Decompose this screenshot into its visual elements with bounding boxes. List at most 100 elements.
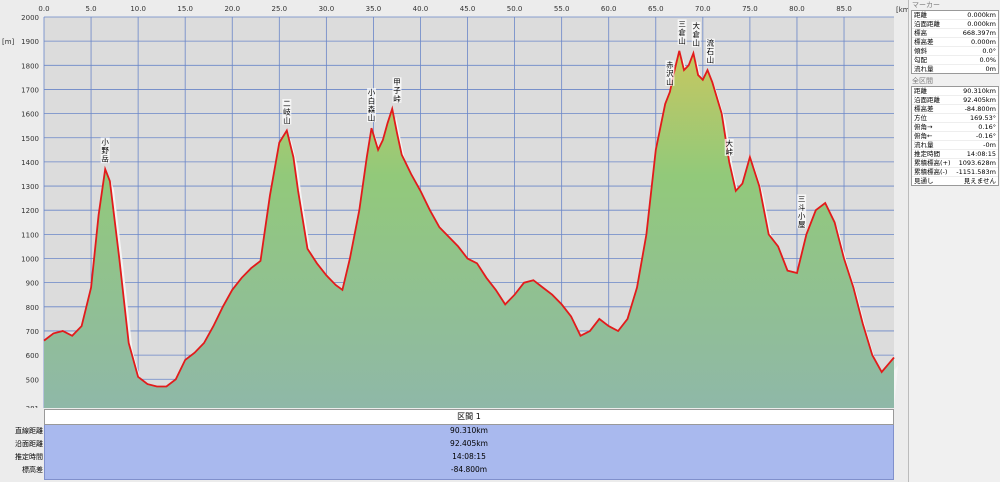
panel-row: 勾配 0.0%	[912, 56, 998, 65]
panel-row-label: 標高	[914, 29, 927, 37]
panel-row-label: 傾斜	[914, 47, 927, 55]
y-tick-label: 1300	[21, 183, 39, 191]
panel-row: 距離 0.000km	[912, 11, 998, 20]
x-tick-label: 70.0	[695, 5, 711, 13]
summary-row: 沿面距離 92.405km	[15, 439, 893, 449]
peak-label: 大倉山	[693, 21, 701, 48]
panel-row-value: 0.000km	[967, 20, 996, 28]
peak-label: 大峠	[725, 138, 733, 157]
section-summary: 区間 1 直線距離 90.310km 沿面距離 92.405km 推定時間 14…	[15, 409, 894, 480]
x-tick-label: 15.0	[177, 5, 193, 13]
panel-row-label: 流れ量	[914, 141, 934, 149]
x-tick-label: 60.0	[601, 5, 617, 13]
panel-row-label: 沿面距離	[914, 96, 940, 104]
panel-row-label: 方位	[914, 114, 927, 122]
section-body: 直線距離 90.310km 沿面距離 92.405km 推定時間 14:08:1…	[15, 425, 894, 480]
panel-row-value: 0.0°	[982, 47, 996, 55]
x-tick-label: 5.0	[85, 5, 96, 13]
summary-row: 直線距離 90.310km	[15, 426, 893, 436]
y-tick-label: 1100	[21, 231, 39, 239]
summary-row: 標高差 -84.800m	[22, 465, 893, 475]
peak-label: 甲子峠	[393, 77, 401, 103]
panel-row: 累積標高(+) 1093.628m	[912, 159, 998, 168]
y-axis-ticks: 2000 1900 1800 1700 1600 1500 1400 1300 1200 1100…	[21, 14, 39, 408]
info-panel: マーカー 距離 0.000km 沿面距離 0.000km 標高 668.397m 標高差 0.…	[908, 0, 1000, 482]
peak-label: 三斗小屋	[798, 194, 806, 229]
y-tick-label: 800	[26, 304, 39, 312]
peak-label-box	[665, 60, 675, 86]
y-tick-label: 1800	[21, 62, 39, 70]
peak-label-box	[705, 38, 715, 65]
panel-row-value: -0.16°	[975, 132, 996, 140]
panel-row-value: 見えません	[963, 177, 996, 185]
summary-value: 92.405km	[450, 439, 488, 448]
panel-row-value: 0.0%	[979, 56, 996, 64]
x-axis-unit: [km]	[896, 6, 908, 14]
panel-row: 見通し 見えません	[912, 177, 998, 185]
x-tick-label: 45.0	[460, 5, 476, 13]
summary-value: -84.800m	[450, 465, 488, 474]
x-tick-label: 30.0	[319, 5, 335, 13]
marker-panel-title: マーカー	[912, 1, 940, 9]
x-tick-label: 20.0	[224, 5, 240, 13]
panel-row-label: 標高差	[914, 38, 934, 46]
peak-label-box	[797, 194, 807, 229]
panel-row-label: 流れ量	[914, 65, 934, 73]
peak-label-box	[724, 138, 734, 156]
panel-row: 沿面距離 0.000km	[912, 20, 998, 29]
y-tick-label: 1500	[21, 135, 39, 143]
summary-label: 標高差	[22, 466, 43, 474]
panel-row: 推定時間 14:08:15	[912, 150, 998, 159]
panel-row-value: -84.800m	[964, 105, 996, 113]
peak-label: 小白森山	[368, 88, 376, 123]
y-tick-label: 1900	[21, 38, 39, 46]
total-panel-title: 全区間	[912, 77, 933, 85]
panel-row-value: 0m	[985, 65, 996, 73]
panel-row-value: 668.397m	[962, 29, 996, 37]
x-tick-label: 50.0	[507, 5, 523, 13]
peak-label-box	[100, 137, 110, 164]
peak-label: 二岐山	[283, 99, 291, 125]
panel-row: 俯角→ 0.16°	[912, 123, 998, 132]
panel-row-value: 0.16°	[978, 123, 996, 131]
peak-label: 三倉山	[678, 19, 686, 45]
y-tick-label: 900	[26, 280, 39, 288]
section-title[interactable]: 区間 1	[44, 409, 894, 425]
summary-value: 14:08:15	[452, 452, 486, 461]
y-tick-label: 1600	[21, 111, 39, 119]
peak-label-box	[367, 88, 377, 123]
terrain-area	[44, 50, 894, 408]
x-tick-label: 25.0	[272, 5, 288, 13]
summary-label: 直線距離	[15, 427, 43, 435]
panel-row-value: 14:08:15	[966, 150, 996, 158]
x-tick-label: 55.0	[554, 5, 570, 13]
x-tick-label: 35.0	[366, 5, 382, 13]
panel-row: 方位 169.53°	[912, 114, 998, 123]
panel-row-label: 標高差	[914, 105, 934, 113]
panel-row: 標高差 -84.800m	[912, 105, 998, 114]
panel-row-value: 90.310km	[963, 87, 996, 95]
panel-row-value: 92.405km	[963, 96, 996, 104]
elevation-profile-area: 0.0 5.0 10.0 15.0 20.0 25.0 30.0 35.0 40.0 45.0 50…	[0, 0, 908, 480]
panel-row: 傾斜 0.0°	[912, 47, 998, 56]
y-tick-label: 1000	[21, 256, 39, 264]
marker-table: 距離 0.000km 沿面距離 0.000km 標高 668.397m 標高差 0.000m 傾…	[911, 10, 999, 74]
y-tick-label: 2000	[21, 14, 39, 22]
summary-value: 90.310km	[450, 426, 488, 435]
peak-label-box	[691, 21, 701, 48]
panel-row: 流れ量 -0m	[912, 141, 998, 150]
x-tick-label: 75.0	[742, 5, 758, 13]
x-tick-label: 65.0	[648, 5, 664, 13]
panel-row-label: 勾配	[914, 56, 927, 64]
x-tick-label: 10.0	[130, 5, 146, 13]
elevation-profile-chart[interactable]: 0.0 5.0 10.0 15.0 20.0 25.0 30.0 35.0 40.0 45.0 50…	[0, 0, 908, 408]
summary-row: 推定時間 14:08:15	[15, 452, 893, 462]
panel-row-value: 0.000m	[971, 38, 996, 46]
x-axis-ticks: 0.0 5.0 10.0 15.0 20.0 25.0 30.0 35.0 40.0 45.0 50…	[38, 5, 851, 13]
peak-label-box	[282, 99, 292, 125]
elevation-line	[43, 50, 895, 388]
y-tick-label: 1200	[21, 207, 39, 215]
panel-row: 累積標高(-) -1151.583m	[912, 168, 998, 177]
y-axis-unit: [m]	[2, 38, 15, 46]
